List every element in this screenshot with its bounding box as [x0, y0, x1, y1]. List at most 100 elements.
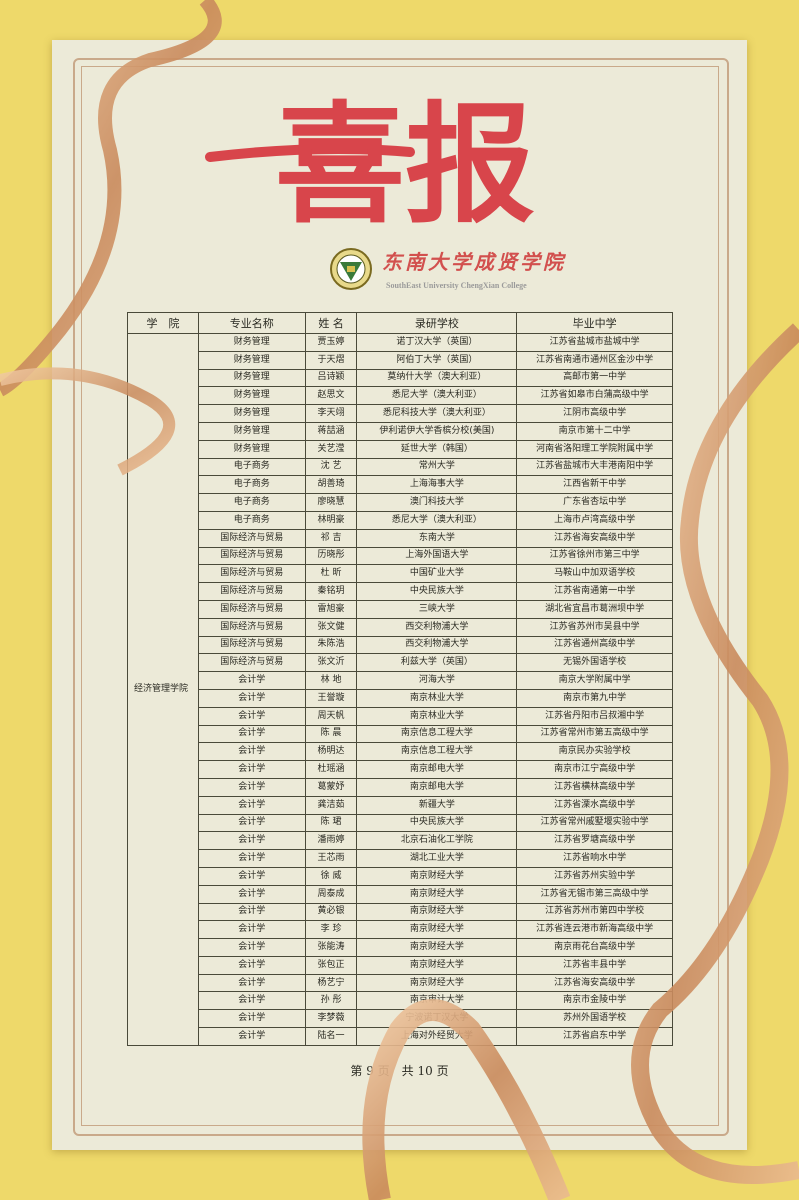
header-major: 专业名称 [197, 312, 306, 334]
grad-school-cell: 南京财经大学 [356, 902, 518, 922]
high-school-cell: 江苏省罗塘高级中学 [516, 831, 673, 851]
student-name-cell: 陈 珺 [304, 813, 358, 833]
student-name-cell: 于天熠 [304, 350, 358, 370]
student-name-cell: 关艺滢 [304, 439, 358, 459]
major-cell: 会计学 [197, 742, 306, 762]
high-school-cell: 南京民办实验学校 [516, 742, 673, 762]
table-row: 会计学 杨艺宁 南京财经大学 江苏省海安高级中学 [128, 973, 673, 993]
high-school-cell: 江苏省响水中学 [516, 849, 673, 868]
header-name: 姓 名 [304, 312, 358, 334]
grad-school-cell: 莫纳什大学（澳大利亚） [356, 368, 518, 388]
grad-school-cell: 常州大学 [356, 457, 518, 477]
major-cell: 会计学 [197, 813, 306, 833]
major-cell: 国际经济与贸易 [197, 528, 306, 548]
high-school-cell: 江苏省无锡市第三高级中学 [516, 884, 673, 904]
high-school-cell: 江苏省徐州市第三中学 [516, 546, 673, 566]
table-row: 会计学陈 珺中央民族大学 江苏省常州戚墅堰实验中学 [128, 813, 673, 833]
major-cell: 财务管理 [197, 404, 306, 423]
high-school-cell: 江西省新干中学 [516, 475, 673, 495]
table-row: 电子商务 林明豪 悉尼大学（澳大利亚） 上海市卢湾高级中学 [128, 510, 673, 530]
table-row: 会计学 葛蒙妤 南京邮电大学 江苏省横林高级中学 [128, 777, 673, 797]
grad-school-cell: 南京财经大学 [356, 973, 518, 993]
major-cell: 会计学 [197, 795, 306, 815]
student-name-cell: 黄必银 [304, 902, 358, 922]
high-school-cell: 马鞍山中加双语学校 [516, 564, 673, 584]
major-cell: 电子商务 [197, 457, 306, 477]
table-row: 财务管理 于天熠 阿伯丁大学（英国） 江苏省南通市通州区金沙中学 [128, 350, 673, 370]
high-school-cell: 无锡外国语学校 [516, 653, 673, 673]
high-school-cell: 河南省洛阳理工学院附属中学 [516, 439, 673, 459]
grad-school-cell: 上海外国语大学 [356, 546, 518, 566]
table-row: 会计学李 珍南京财经大学 江苏省连云港市新海高级中学 [128, 920, 673, 940]
major-cell: 会计学 [197, 706, 306, 726]
high-school-cell: 江阴市高级中学 [516, 404, 673, 423]
grad-school-cell: 南京财经大学 [356, 938, 518, 957]
student-name-cell: 沈 艺 [304, 457, 358, 477]
student-name-cell: 龚洁茹 [304, 795, 358, 815]
student-name-cell: 赵思文 [304, 386, 358, 406]
grad-school-cell: 悉尼大学（澳大利亚） [356, 510, 518, 530]
grad-school-cell: 南京邮电大学 [356, 760, 518, 779]
major-cell: 会计学 [197, 1009, 306, 1029]
high-school-cell: 江苏省常州戚墅堰实验中学 [516, 813, 673, 833]
high-school-cell: 江苏省盐城市大丰港南阳中学 [516, 457, 673, 477]
student-name-cell: 胡善琦 [304, 475, 358, 495]
grad-school-cell: 上海海事大学 [356, 475, 518, 495]
student-name-cell: 周天帆 [304, 706, 358, 726]
grad-school-cell: 南京审计大学 [356, 991, 518, 1011]
grad-school-cell: 南京林业大学 [356, 706, 518, 726]
high-school-cell: 南京市第九中学 [516, 688, 673, 708]
grad-school-cell: 阿伯丁大学（英国） [356, 350, 518, 370]
grad-school-cell: 伊利诺伊大学香槟分校(美国) [356, 421, 518, 441]
table-row: 会计学 潘雨婷 北京石油化工学院 江苏省罗塘高级中学 [128, 831, 673, 851]
student-name-cell: 廖晓慧 [304, 493, 358, 512]
college-logo-icon [330, 248, 372, 290]
table-row: 会计学 周泰成 南京财经大学 江苏省无锡市第三高级中学 [128, 884, 673, 904]
table-row: 国际经济与贸易 历晓彤 上海外国语大学 江苏省徐州市第三中学 [128, 546, 673, 566]
high-school-cell: 江苏省南通市通州区金沙中学 [516, 350, 673, 370]
major-cell: 会计学 [197, 688, 306, 708]
student-name-cell: 张包正 [304, 955, 358, 975]
major-cell: 国际经济与贸易 [197, 599, 306, 619]
table-row: 会计学 龚洁茹 新疆大学 江苏省溧水高级中学 [128, 795, 673, 815]
table-header-row: 学 院 专业名称 姓 名 录研学校 毕业中学 [127, 312, 673, 334]
major-cell: 会计学 [197, 849, 306, 868]
grad-school-cell: 南京信息工程大学 [356, 742, 518, 762]
student-name-cell: 杨明达 [304, 742, 358, 762]
grad-school-cell: 北京石油化工学院 [356, 831, 518, 851]
department-cell: 经济管理学院 [127, 333, 199, 1046]
student-name-cell: 林 地 [304, 671, 358, 690]
table-row: 国际经济与贸易祁 吉东南大学 江苏省海安高级中学 [128, 528, 673, 548]
major-cell: 会计学 [197, 760, 306, 779]
admissions-table: 学 院 专业名称 姓 名 录研学校 毕业中学 经济管理学院 财务管理 贾玉婷 诺丁汉大… [127, 312, 673, 1046]
grad-school-cell: 悉尼大学（澳大利亚） [356, 386, 518, 406]
high-school-cell: 江苏省丹阳市吕叔湘中学 [516, 706, 673, 726]
header-grad-school: 录研学校 [356, 312, 518, 334]
grad-school-cell: 上海对外经贸大学 [356, 1027, 518, 1046]
student-name-cell: 历晓彤 [304, 546, 358, 566]
table-row: 财务管理 关艺滢 延世大学（韩国） 河南省洛阳理工学院附属中学 [128, 439, 673, 459]
grad-school-cell: 南京信息工程大学 [356, 724, 518, 744]
grad-school-cell: 南京财经大学 [356, 955, 518, 975]
student-name-cell: 李天翊 [304, 404, 358, 423]
title-text: 喜报 [275, 88, 535, 241]
major-cell: 会计学 [197, 902, 306, 922]
student-name-cell: 林明豪 [304, 510, 358, 530]
table-row: 电子商务 廖晓慧 澳门科技大学 广东省杏坛中学 [128, 493, 673, 512]
high-school-cell: 上海市卢湾高级中学 [516, 510, 673, 530]
table-row: 国际经济与贸易杜 昕中国矿业大学 马鞍山中加双语学校 [128, 564, 673, 584]
high-school-cell: 江苏省盐城市盐城中学 [516, 333, 673, 352]
major-cell: 会计学 [197, 884, 306, 904]
grad-school-cell: 西交利物浦大学 [356, 635, 518, 655]
table-row: 经济管理学院 财务管理 贾玉婷 诺丁汉大学（英国） 江苏省盐城市盐城中学 [127, 333, 673, 1046]
table-row: 电子商务 胡善琦 上海海事大学 江西省新干中学 [128, 475, 673, 495]
major-cell: 会计学 [197, 777, 306, 797]
major-cell: 会计学 [197, 724, 306, 744]
major-cell: 会计学 [197, 973, 306, 993]
major-cell: 国际经济与贸易 [197, 635, 306, 655]
student-name-cell: 张能涛 [304, 938, 358, 957]
table-row: 会计学 王誉璇 南京林业大学 南京市第九中学 [128, 688, 673, 708]
high-school-cell: 南京雨花台高级中学 [516, 938, 673, 957]
grad-school-cell: 诺丁汉大学（英国） [356, 333, 518, 352]
grad-school-cell: 湖北工业大学 [356, 849, 518, 868]
